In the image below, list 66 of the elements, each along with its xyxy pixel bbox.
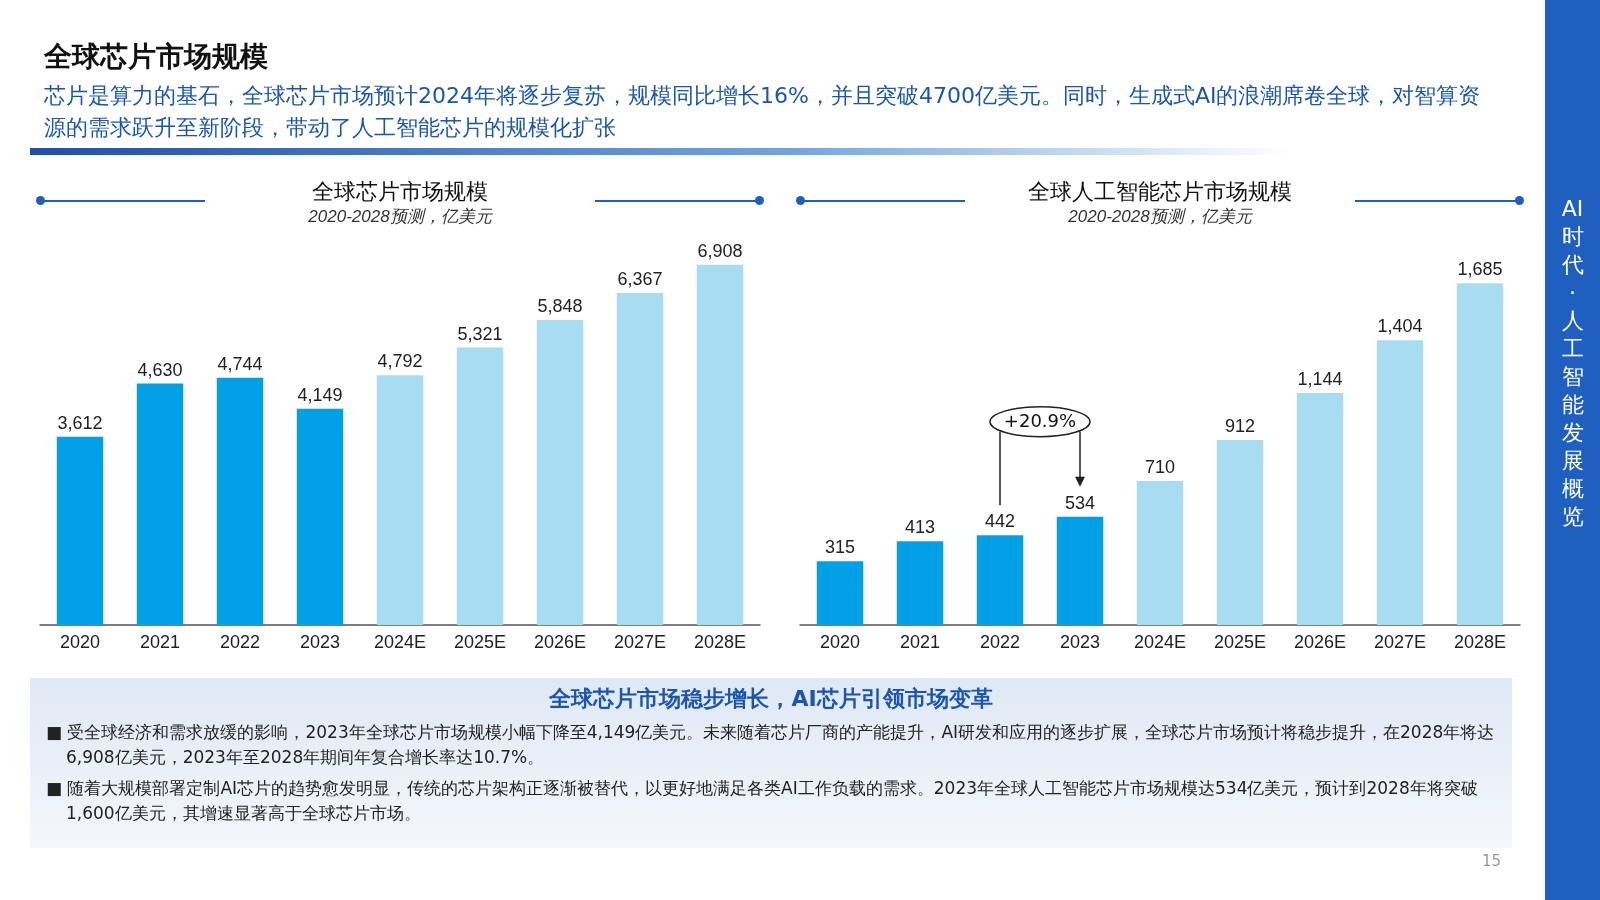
bar: [216, 377, 264, 625]
text: 15: [1482, 852, 1502, 870]
data-label: 4,630: [137, 359, 183, 380]
text: 全球芯片市场稳步增长，AI芯片引领市场变革: [548, 685, 994, 713]
x-tick-label: 2028E: [693, 632, 747, 652]
x-tick-label: 2022: [219, 632, 261, 652]
data-label: 4,149: [297, 384, 343, 405]
x-tick-label: 2023: [1059, 632, 1101, 652]
bar: [976, 535, 1024, 625]
bar: [816, 561, 864, 625]
x-tick-label: 2026E: [1293, 632, 1347, 652]
data-label: 315: [824, 537, 856, 558]
x-tick-label: 2021: [899, 632, 941, 652]
bar: [896, 541, 944, 625]
chart-title: 全球芯片市场规模: [312, 178, 488, 204]
bar: [616, 293, 664, 625]
x-tick-label: 2022: [979, 632, 1021, 652]
data-label: 3,612: [57, 412, 103, 433]
x-tick-label: 2020: [819, 632, 861, 652]
x-tick-label: 2027E: [613, 632, 667, 652]
x-tick-label: 2024E: [1133, 632, 1187, 652]
chart-subtitle: 2020-2028预测，亿美元: [1067, 207, 1253, 226]
data-label: 4,744: [217, 353, 263, 374]
text: ■ 随着大规模部署定制AI芯片的趋势愈发明显，传统的芯片架构正逐渐被替代，以更好地满足各类AI工作负载的需求。2023年全球人工智能芯片市场规模达534亿美元，预计到2028年将突破1,600亿美元，其增速显著高于全球芯片市场。: [46, 777, 1479, 825]
x-tick-label: 2025E: [453, 632, 507, 652]
data-label: 6,908: [697, 240, 743, 261]
chart-subtitle: 2020-2028预测，亿美元: [307, 207, 493, 226]
bar: [1136, 481, 1184, 625]
data-label: 413: [904, 517, 936, 538]
data-label: 1,144: [1297, 369, 1343, 390]
text: 芯片是算力的基石，全球芯片市场预计2024年将逐步复苏，规模同比增长16%，并且突破4700亿美元。同时，生成式AI的浪潮席卷全球，对智算资源的需求跃升至新阶段，带动了人工智能芯片的规模化扩张: [44, 82, 1482, 142]
x-tick-label: 2025E: [1213, 632, 1267, 652]
x-tick-label: 2026E: [533, 632, 587, 652]
bar: [696, 264, 744, 625]
bar: [1456, 283, 1504, 625]
x-tick-label: 2027E: [1373, 632, 1427, 652]
data-label: 5,848: [537, 296, 583, 317]
text: 全球芯片市场规模: [44, 39, 268, 75]
data-label: 534: [1064, 492, 1096, 513]
data-label: 5,321: [457, 323, 503, 344]
x-tick-label: 2028E: [1453, 632, 1507, 652]
x-tick-label: 2024E: [373, 632, 427, 652]
text: ■ 受全球经济和需求放缓的影响，2023年全球芯片市场规模小幅下降至4,149亿美元。未来随着芯片厂商的产能提升，AI研发和应用的逐步扩展，全球芯片市场预计将稳步提升，在2028年将达6,908亿美元，2023年至2028年期间年复合增长率达10.7%。: [46, 721, 1496, 769]
x-tick-label: 2023: [299, 632, 341, 652]
bar: [456, 347, 504, 625]
annotation: +20.9%: [1002, 409, 1078, 431]
bar: [1296, 393, 1344, 625]
data-label: 710: [1144, 457, 1176, 478]
data-label: 1,685: [1457, 259, 1503, 280]
data-label: 442: [984, 511, 1016, 532]
bar: [56, 436, 104, 625]
bar: [1376, 340, 1424, 625]
x-tick-label: 2021: [139, 632, 181, 652]
text: AI时代·人工智能发展概览: [1561, 196, 1584, 529]
bar: [1216, 440, 1264, 625]
data-label: 1,404: [1377, 316, 1423, 337]
data-label: 912: [1224, 416, 1256, 437]
x-tick-label: 2020: [59, 632, 101, 652]
bar: [136, 383, 184, 625]
bar: [1056, 516, 1104, 625]
bar: [376, 375, 424, 625]
data-label: 4,792: [377, 351, 423, 372]
data-label: 6,367: [617, 269, 663, 290]
bar: [296, 408, 344, 625]
bar: [536, 320, 584, 625]
chart-title: 全球人工智能芯片市场规模: [1028, 178, 1292, 204]
